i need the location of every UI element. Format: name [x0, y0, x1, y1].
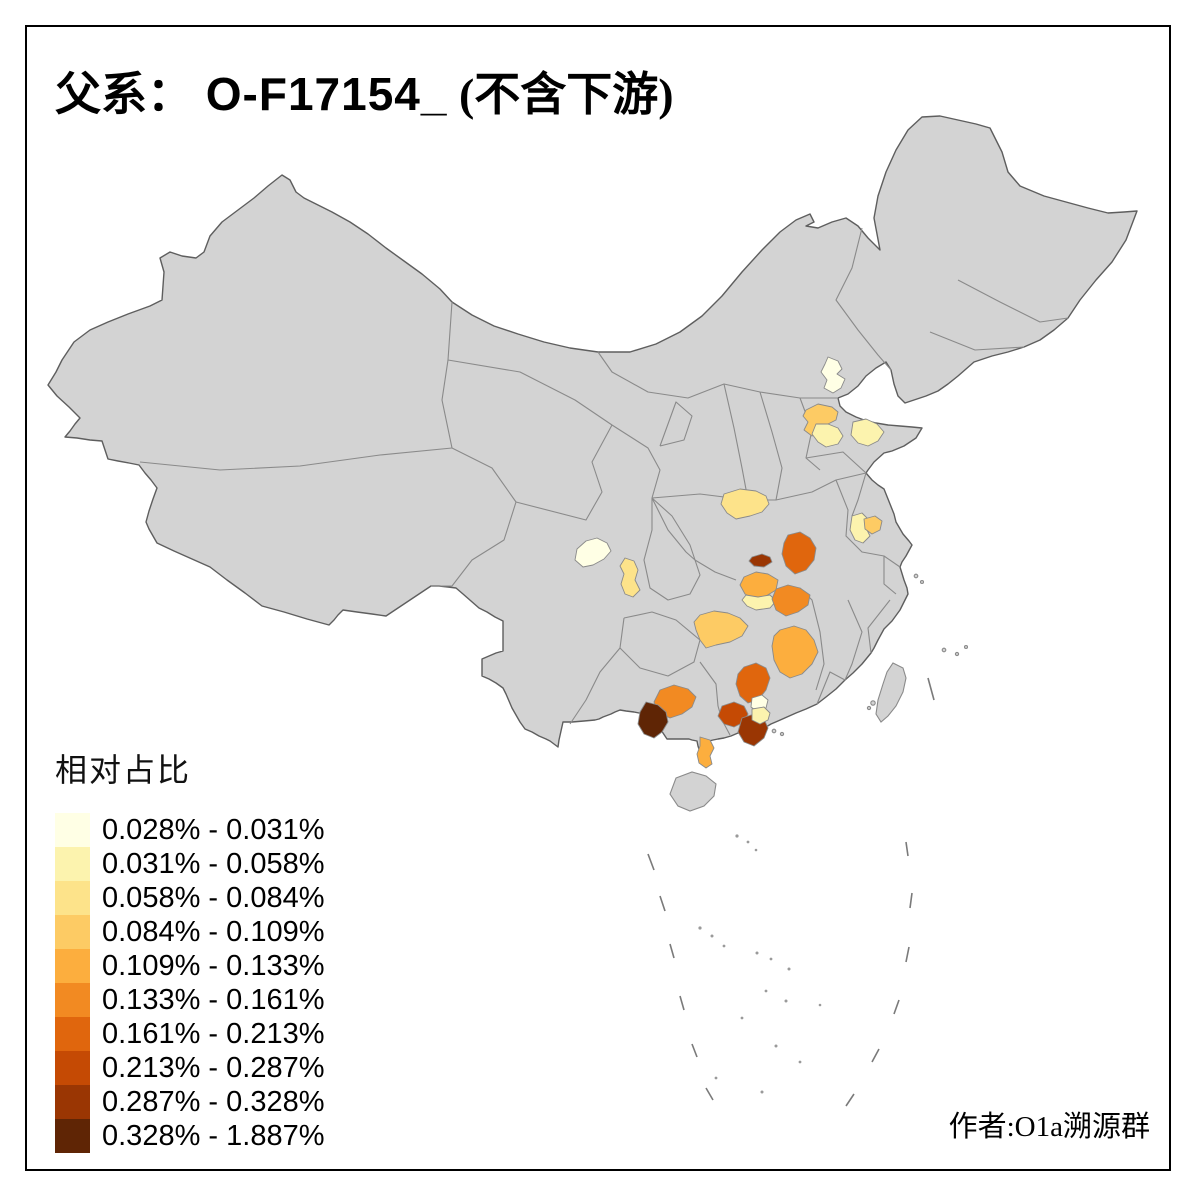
legend-item: 0.028% - 0.031%	[55, 813, 324, 847]
map-region	[863, 515, 883, 535]
legend-item: 0.328% - 1.887%	[55, 1119, 324, 1153]
legend-item: 0.109% - 0.133%	[55, 949, 324, 983]
legend-swatch	[55, 1085, 90, 1119]
legend-swatch	[55, 881, 90, 915]
map-region	[741, 594, 777, 611]
legend-rows: 0.028% - 0.031% 0.031% - 0.058% 0.058% - 0…	[55, 813, 324, 1153]
legend-swatch	[55, 847, 90, 881]
title-prefix: 父系：	[55, 69, 193, 120]
map-region	[771, 625, 819, 679]
legend-swatch	[55, 1017, 90, 1051]
legend-swatch	[55, 915, 90, 949]
legend-swatch	[55, 949, 90, 983]
map-region	[637, 701, 669, 739]
legend-item: 0.133% - 0.161%	[55, 983, 324, 1017]
map-region	[619, 557, 641, 598]
map-region	[820, 356, 846, 394]
map-region	[574, 537, 612, 568]
hainan-island	[669, 771, 717, 812]
plot-frame	[25, 25, 1171, 1171]
legend-swatch	[55, 983, 90, 1017]
legend-title: 相对占比	[55, 752, 192, 788]
legend-label: 0.109% - 0.133%	[102, 950, 325, 982]
legend-label: 0.133% - 0.161%	[102, 984, 325, 1016]
legend-swatch	[55, 1051, 90, 1085]
islands	[669, 573, 969, 812]
map-region	[771, 584, 811, 617]
map-region	[751, 706, 771, 725]
map-region	[811, 423, 844, 448]
legend-item: 0.084% - 0.109%	[55, 915, 324, 949]
legend-label: 0.058% - 0.084%	[102, 882, 325, 914]
page-title: 父系： O-F17154_ (不含下游)	[55, 58, 674, 124]
map-region	[781, 531, 817, 575]
legend-label: 0.287% - 0.328%	[102, 1086, 325, 1118]
legend-item: 0.058% - 0.084%	[55, 881, 324, 915]
legend-label: 0.031% - 0.058%	[102, 848, 325, 880]
legend-item: 0.031% - 0.058%	[55, 847, 324, 881]
attribution: 作者:O1a溯源群	[948, 1111, 1150, 1143]
map-region	[739, 571, 779, 600]
legend-item: 0.161% - 0.213%	[55, 1017, 324, 1051]
map-region	[696, 736, 715, 769]
legend-item: 0.213% - 0.287%	[55, 1051, 324, 1085]
legend-label: 0.213% - 0.287%	[102, 1052, 325, 1084]
legend-label: 0.084% - 0.109%	[102, 916, 325, 948]
legend-item: 0.287% - 0.328%	[55, 1085, 324, 1119]
legend-label: 0.161% - 0.213%	[102, 1018, 325, 1050]
legend-swatch	[55, 813, 90, 847]
title-suffix: (不含下游)	[447, 69, 674, 120]
legend-label: 0.028% - 0.031%	[102, 814, 325, 846]
legend-label: 0.328% - 1.887%	[102, 1120, 325, 1152]
legend-swatch	[55, 1119, 90, 1153]
map-region	[748, 553, 773, 568]
title-haplogroup: O-F17154_	[205, 68, 448, 120]
choropleth-regions	[574, 356, 885, 769]
china-mainland	[47, 115, 1138, 766]
map-region	[693, 610, 749, 649]
legend: 相对占比 0.028% - 0.031% 0.031% - 0.058% 0.058…	[55, 745, 324, 1153]
south-china-sea-islets	[698, 834, 822, 1094]
south-china-sea-dashes	[647, 677, 935, 1107]
taiwan-island	[875, 662, 907, 723]
map-region	[720, 488, 770, 520]
map-region	[850, 418, 885, 447]
